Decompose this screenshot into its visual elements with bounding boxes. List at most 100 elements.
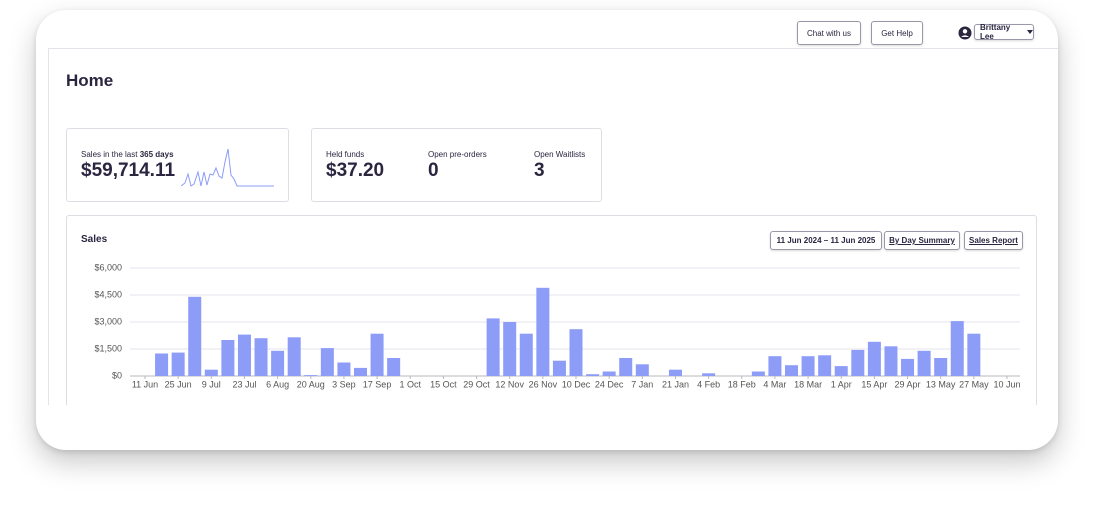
x-tick-label: 15 Apr [861,379,887,389]
x-tick-label: 25 Jun [165,379,192,389]
x-tick-label: 3 Sep [332,379,356,389]
bar [586,374,600,376]
bar [950,321,964,376]
bar [171,352,185,376]
bar [751,371,765,376]
x-tick-label: 15 Oct [430,379,457,389]
bar [188,296,202,376]
bar [901,358,915,376]
bar [967,333,981,376]
preorders-value: 0 [428,160,439,181]
x-tick-label: 20 Aug [297,379,325,389]
held-funds-label: Held funds [326,150,365,159]
sparkline [181,148,274,187]
chat-button[interactable]: Chat with us [797,21,861,45]
bar [519,333,533,376]
help-button[interactable]: Get Help [871,21,923,45]
bar [884,346,898,376]
sales-card: Sales in the last 365 days $59,714.11 [66,128,289,202]
bar [785,365,798,376]
bar [536,287,550,376]
y-tick-label: $0 [112,370,122,380]
x-tick-label: 23 Jul [232,379,256,389]
x-tick-label: 10 Dec [562,379,591,389]
x-tick-label: 18 Mar [794,379,822,389]
x-tick-label: 24 Dec [595,379,624,389]
bar [934,358,948,376]
bar [287,337,301,376]
x-tick-label: 7 Jan [631,379,653,389]
waitlists-label: Open Waitlists [534,150,586,159]
bar [801,356,815,376]
waitlists-value: 3 [534,160,545,181]
bar [851,349,865,376]
bar [204,369,218,376]
x-tick-label: 27 May [959,379,989,389]
topbar-divider [48,48,1058,49]
bar [917,350,931,376]
bar [503,322,517,376]
x-tick-label: 1 Apr [831,379,852,389]
chart: $0 $1,500 $3,000 $4,500 $6,000 11 Jun 25 Jun 9 … [94,262,1020,389]
x-tick-label: 29 Oct [463,379,490,389]
bar [867,341,881,376]
x-tick-label: 9 Jul [202,379,221,389]
caret [1027,30,1033,34]
bar [552,360,566,376]
bar [320,348,334,376]
x-tick-label: 1 Oct [399,379,421,389]
summary-button[interactable]: By Day Summary [884,231,960,250]
x-tick-label: 17 Sep [363,379,392,389]
x-tick-label: 4 Mar [763,379,786,389]
y-tick-label: $1,500 [94,343,122,353]
bar [370,333,384,376]
x-tick-label: 6 Aug [266,379,289,389]
x-tick-label: 21 Jan [662,379,689,389]
x-tick-label: 18 Feb [728,379,756,389]
user-menu[interactable]: Brittany Lee [974,23,1034,41]
bar [486,318,500,376]
chart-title: Sales [81,234,108,245]
bar [668,369,682,376]
bar [387,358,401,376]
bar [569,329,583,376]
report-button[interactable]: Sales Report [964,231,1023,250]
y-tick-label: $4,500 [94,289,122,299]
x-tick-label: 26 Nov [529,379,558,389]
user-name: Brittany Lee [980,23,1011,41]
bar [254,338,268,376]
bar [155,353,169,376]
x-tick-label: 29 Apr [895,379,921,389]
bar [619,358,633,376]
bar [702,373,716,376]
x-tick-label: 4 Feb [697,379,720,389]
bar [271,350,285,376]
bar [834,366,848,376]
stats-card: Held funds $37.20 Open pre-orders 0 Open… [311,128,602,202]
sales-label-prefix: Sales in the last [81,150,138,159]
x-tick-label: 11 Jun [132,379,158,389]
bar [304,375,318,376]
x-tick-label: 10 Jun [993,379,1020,389]
bar [602,371,616,376]
bar [818,355,832,376]
page-title: Home [66,71,114,90]
x-tick-label: 12 Nov [495,379,524,389]
user-icon[interactable] [958,26,972,40]
sales-label: Sales in the last 365 days [81,150,174,159]
bar [237,334,251,376]
y-tick-label: $3,000 [94,316,122,326]
x-tick-label: 13 May [926,379,956,389]
date-range-button[interactable]: 11 Jun 2024 – 11 Jun 2025 [770,231,882,250]
sales-value: $59,714.11 [81,160,176,181]
y-tick-label: $6,000 [94,262,122,272]
bar [354,367,367,376]
preorders-label: Open pre-orders [428,150,487,159]
sidebar-edge [48,48,49,405]
sparkline-path [181,148,274,187]
bar [768,356,782,376]
bar [635,364,649,376]
held-funds-value: $37.20 [326,160,385,181]
viewport: Chat with us Get Help Brittany Lee Home … [48,21,1058,405]
